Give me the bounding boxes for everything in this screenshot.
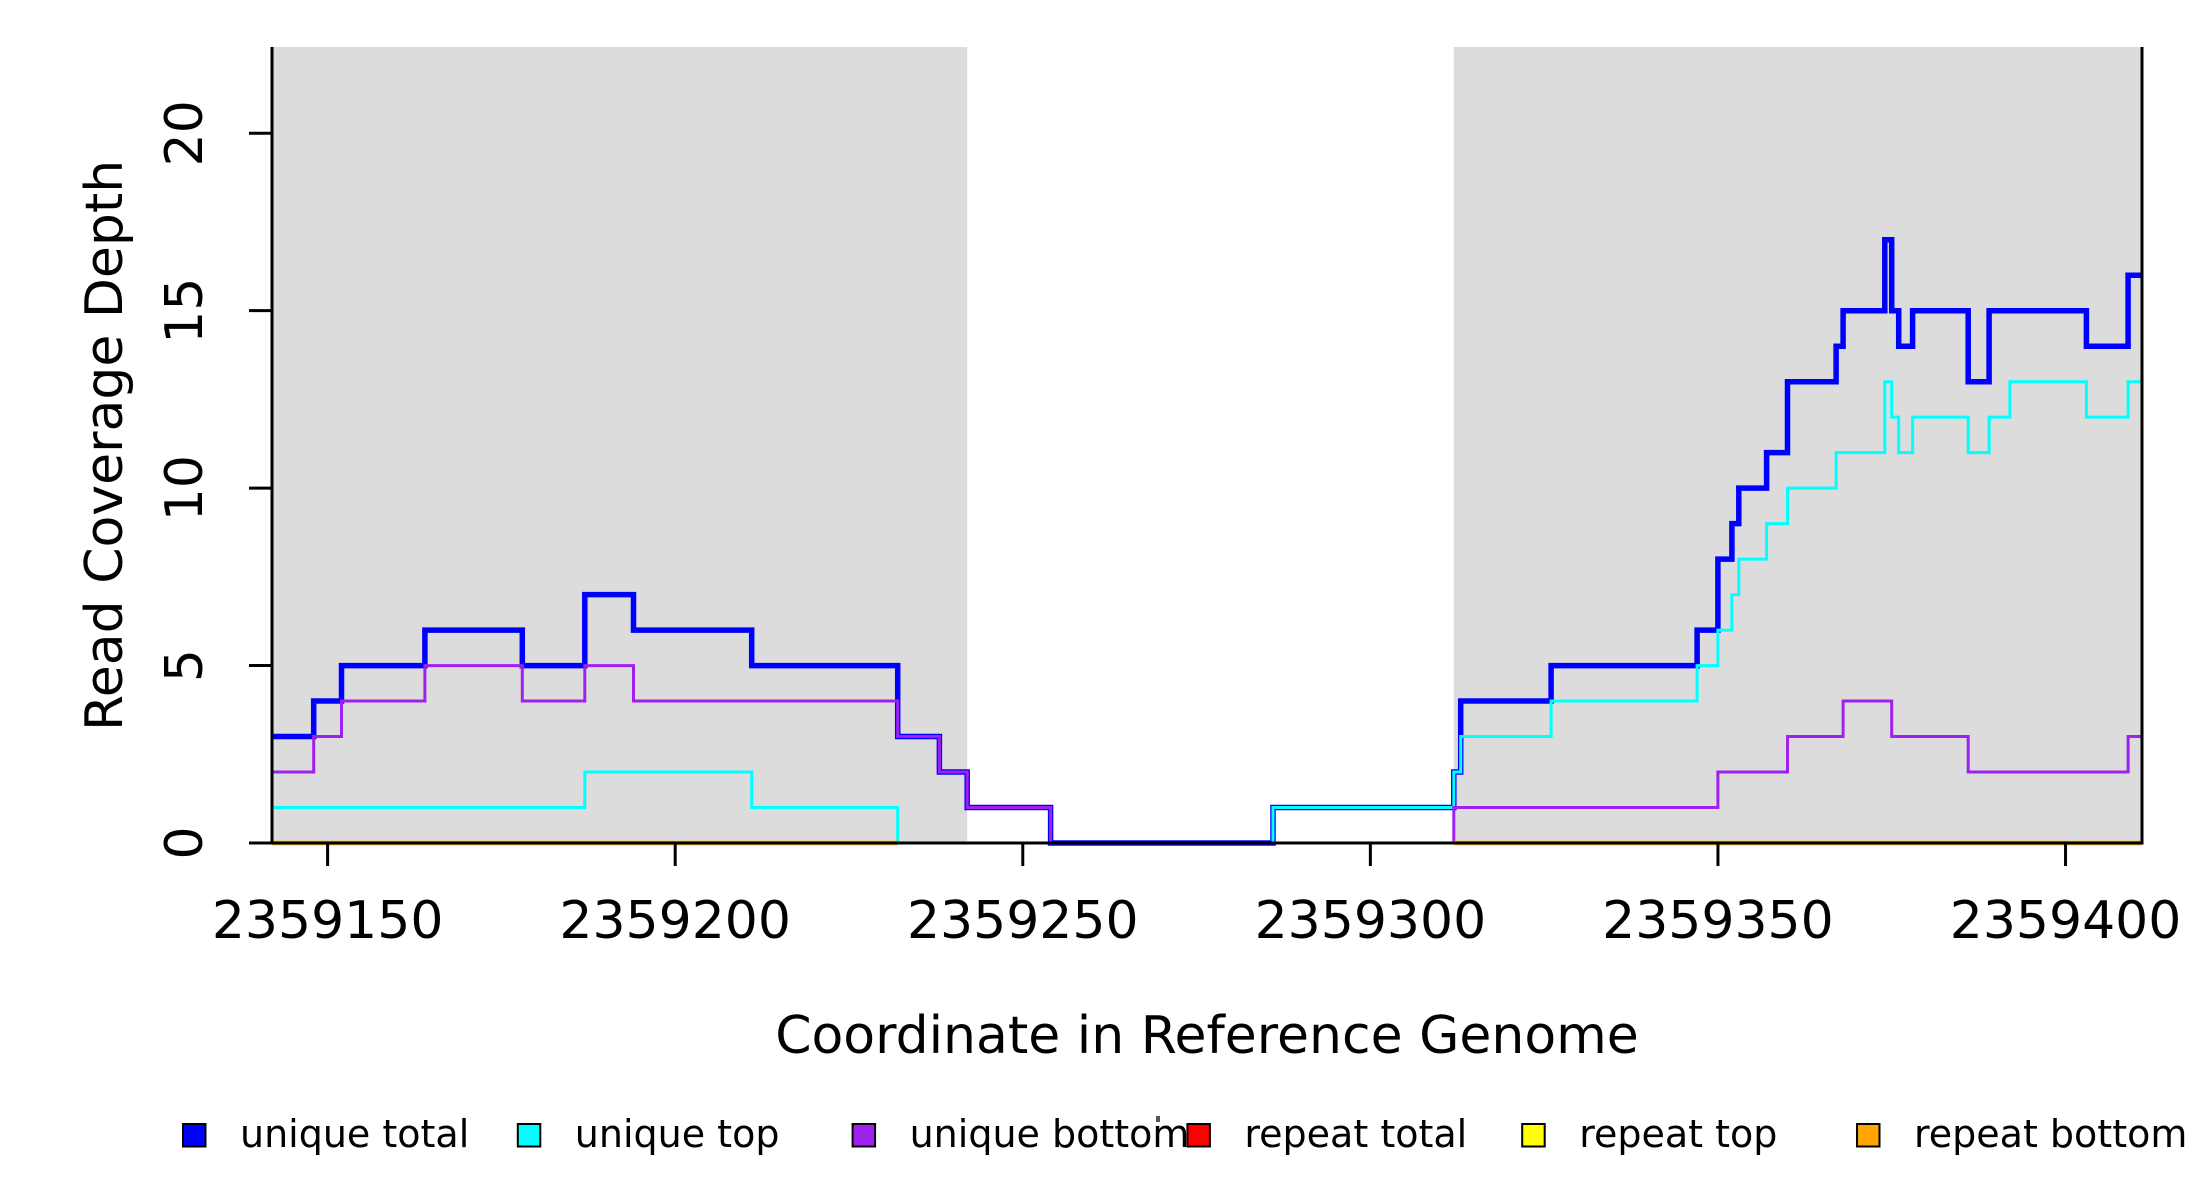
shaded-region bbox=[272, 47, 968, 843]
series-unique-top bbox=[272, 380, 2142, 845]
shaded-region bbox=[1453, 47, 2142, 843]
x-tick-label: 2359400 bbox=[1950, 891, 2182, 951]
x-tick-label: 2359350 bbox=[1602, 891, 1834, 951]
legend-swatch-repeat-total bbox=[1186, 1123, 1211, 1148]
legend-label-unique-total: unique total bbox=[240, 1112, 469, 1156]
x-axis-title: Coordinate in Reference Genome bbox=[775, 1006, 1639, 1066]
series-unique-bottom bbox=[272, 664, 2142, 845]
y-tick-label: 0 bbox=[155, 826, 215, 859]
y-tick-label: 10 bbox=[155, 455, 215, 521]
legend-label-unique-bottom: unique bottom bbox=[910, 1112, 1190, 1156]
legend-label-unique-top: unique top bbox=[575, 1112, 780, 1156]
series-unique-total bbox=[272, 236, 2142, 846]
legend-label-repeat-bottom: repeat bottom bbox=[1914, 1112, 2187, 1156]
legend-swatch-unique-total bbox=[182, 1123, 207, 1148]
stray-mark bbox=[1156, 1116, 1160, 1122]
y-axis-title: Read Coverage Depth bbox=[75, 159, 135, 731]
legend-swatch-repeat-top bbox=[1521, 1123, 1546, 1148]
x-tick-label: 2359300 bbox=[1255, 891, 1487, 951]
legend-label-repeat-total: repeat total bbox=[1244, 1112, 1467, 1156]
x-tick-label: 2359150 bbox=[212, 891, 444, 951]
y-tick-label: 15 bbox=[155, 278, 215, 344]
legend-swatch-unique-bottom bbox=[851, 1123, 877, 1148]
x-tick-label: 2359200 bbox=[559, 891, 791, 951]
x-tick-label: 2359250 bbox=[907, 891, 1139, 951]
y-tick-label: 5 bbox=[155, 649, 215, 682]
legend-swatch-repeat-bottom bbox=[1856, 1123, 1881, 1148]
y-tick-label: 20 bbox=[155, 100, 215, 166]
legend-swatch-unique-top bbox=[516, 1123, 542, 1148]
legend-label-repeat-top: repeat top bbox=[1579, 1112, 1777, 1156]
